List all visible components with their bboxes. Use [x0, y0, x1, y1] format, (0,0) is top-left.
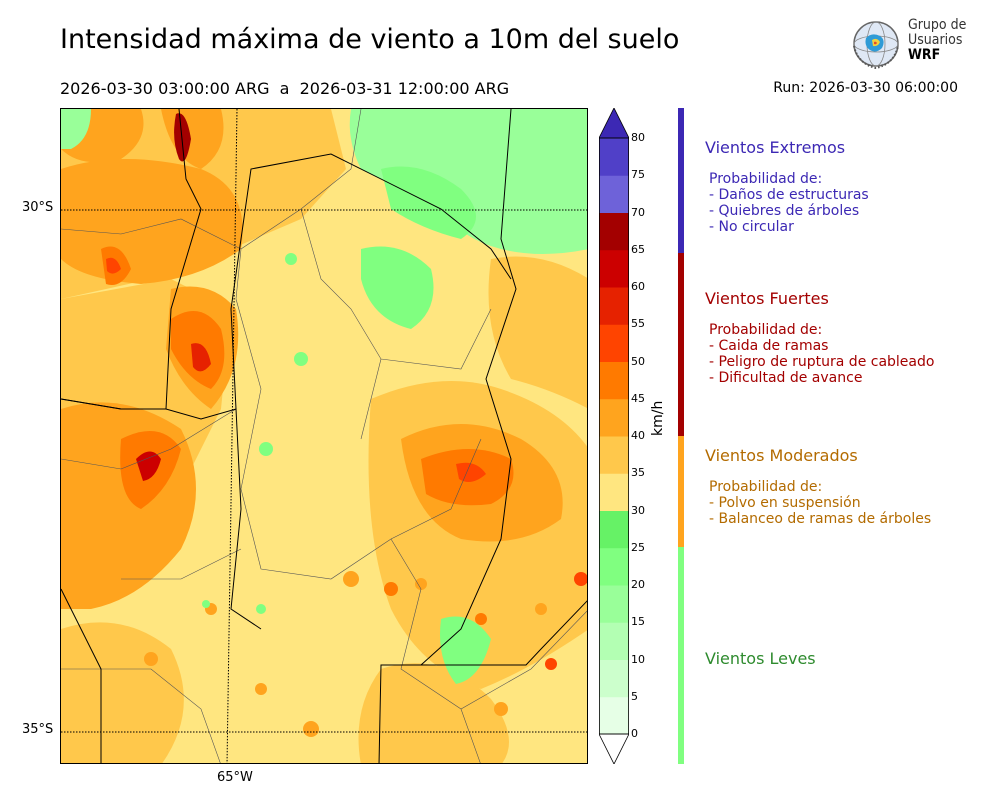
category-item: - Daños de estructuras	[709, 187, 869, 203]
category-item: - Caida de ramas	[709, 338, 829, 354]
colorbar	[599, 108, 629, 764]
colorbar-extend-min	[599, 733, 629, 764]
category-subtitle: Probabilidad de:	[709, 171, 823, 187]
category-item: - No circular	[709, 219, 794, 235]
category-title: Vientos Moderados	[705, 446, 858, 465]
category-fuertes: Vientos Fuertes Probabilidad de: - Caida…	[705, 289, 934, 386]
wind-map[interactable]	[60, 108, 588, 764]
colorbar-tick-label: 55	[631, 317, 645, 331]
lat-label-30s: 30°S	[22, 200, 54, 215]
colorbar-tick-label: 25	[631, 540, 645, 554]
colorbar-extend-max	[599, 108, 629, 139]
category-item: - Peligro de ruptura de cableado	[709, 354, 935, 370]
category-bar-extremos	[678, 108, 684, 253]
colorbar-band	[599, 659, 629, 698]
colorbar-tick-label: 20	[631, 578, 645, 591]
colorbar-tick-label: 15	[631, 615, 645, 629]
colorbar-band	[599, 622, 629, 660]
colorbar-tick-label: 50	[631, 354, 645, 368]
colorbar-tick-label: 80	[631, 131, 645, 144]
category-item: - Polvo en suspensión	[709, 495, 861, 511]
colorbar-band	[599, 324, 629, 362]
colorbar-tick-label: 35	[631, 466, 645, 480]
category-title: Vientos Leves	[705, 649, 816, 668]
category-bar-moderados	[678, 436, 684, 547]
category-title: Vientos Extremos	[705, 138, 846, 157]
category-item: - Quiebres de árboles	[709, 203, 860, 219]
colorbar-band	[599, 287, 629, 325]
grupo-wrf-logo: Grupo de Usuarios WRF	[848, 16, 968, 74]
map-title: Intensidad máxima de viento a 10m del su…	[60, 24, 680, 55]
colorbar-tick-label: 0	[631, 727, 638, 740]
colorbar-tick-label: 65	[631, 242, 645, 256]
category-leves: Vientos Leves	[705, 649, 816, 668]
logo-line1: Grupo de	[908, 17, 967, 33]
category-details: Probabilidad de: - Polvo en suspensión -…	[709, 479, 931, 527]
colorbar-band	[599, 249, 629, 288]
colorbar-tick-label: 30	[631, 503, 645, 517]
category-bar-fuertes	[678, 253, 684, 436]
run-time: Run: 2026-03-30 06:00:00	[773, 80, 958, 96]
colorbar-tick-label: 70	[631, 205, 645, 219]
category-moderados: Vientos Moderados Probabilidad de: - Pol…	[705, 446, 931, 527]
colorbar-tick-label: 45	[631, 391, 645, 405]
globe-icon	[853, 21, 899, 70]
category-subtitle: Probabilidad de:	[709, 479, 823, 495]
category-extremos: Vientos Extremos Probabilidad de: - Daño…	[705, 138, 869, 235]
category-subtitle: Probabilidad de:	[709, 322, 823, 338]
logo-line2: Usuarios	[908, 32, 963, 48]
logo-line3: WRF	[908, 47, 941, 63]
colorbar-band	[599, 175, 629, 213]
category-bar-leves	[678, 547, 684, 764]
colorbar-unit: km/h	[650, 400, 666, 436]
colorbar-tick-label: 75	[631, 168, 645, 182]
category-item: - Dificultad de avance	[709, 370, 863, 386]
wind-field	[61, 109, 587, 763]
colorbar-band	[599, 138, 629, 176]
colorbar-tick-label: 40	[631, 429, 645, 442]
colorbar-band	[599, 436, 629, 474]
colorbar-tick-label: 5	[631, 689, 638, 703]
colorbar-band	[599, 696, 629, 735]
colorbar-band	[599, 547, 629, 586]
category-title: Vientos Fuertes	[705, 289, 829, 308]
colorbar-band	[599, 473, 629, 511]
colorbar-band	[599, 585, 629, 623]
category-item: - Balanceo de ramas de árboles	[709, 511, 932, 527]
category-details: Probabilidad de: - Caida de ramas - Peli…	[709, 322, 934, 386]
colorbar-tick-label: 60	[631, 280, 645, 293]
lon-label-65w: 65°W	[217, 770, 253, 785]
colorbar-band	[599, 212, 629, 251]
category-details: Probabilidad de: - Daños de estructuras …	[709, 171, 869, 235]
colorbar-band	[599, 361, 629, 400]
colorbar-tick-label: 10	[631, 652, 645, 666]
forecast-period: 2026-03-30 03:00:00 ARG a 2026-03-31 12:…	[60, 79, 510, 98]
colorbar-band	[599, 398, 629, 437]
lat-label-35s: 35°S	[22, 722, 54, 737]
colorbar-band	[599, 510, 629, 549]
